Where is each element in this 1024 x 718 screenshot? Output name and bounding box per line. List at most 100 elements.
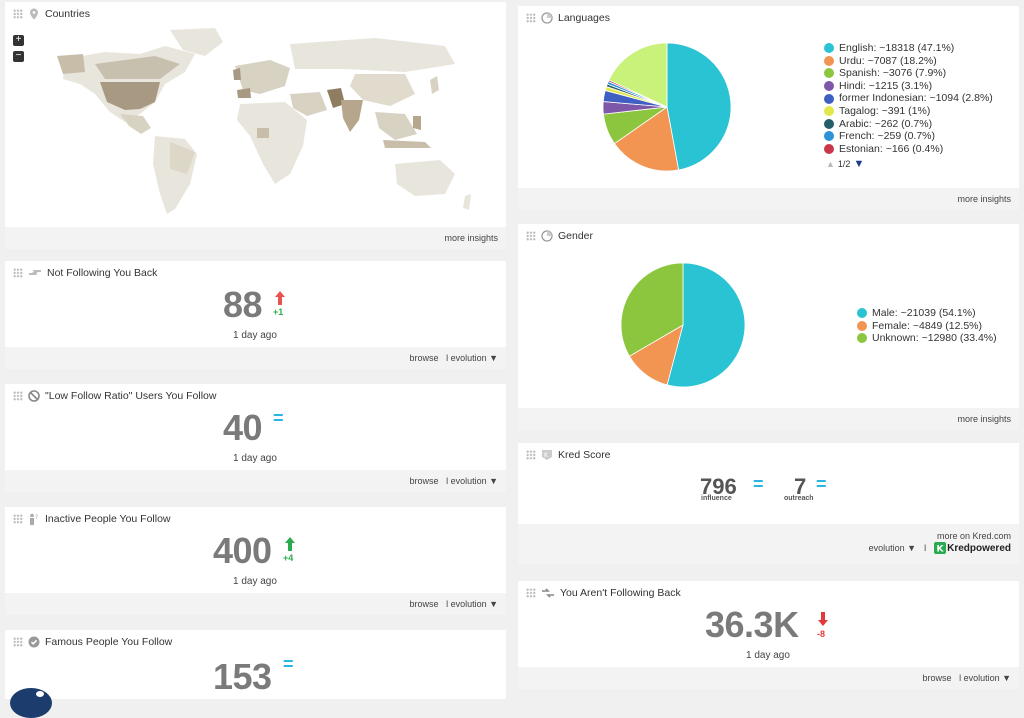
famous-header: Famous People You Follow (13, 636, 172, 648)
low-ratio-no-change: = (273, 408, 284, 428)
languages-slice[interactable] (613, 106, 680, 172)
more-insights-link[interactable]: more insights (957, 414, 1011, 424)
legend-label: French: ~259 (0.7%) (839, 130, 936, 143)
languages-pie-chart[interactable] (602, 42, 732, 172)
low-ratio-title: "Low Follow Ratio" Users You Follow (45, 390, 217, 402)
drag-handle-icon[interactable] (13, 391, 23, 401)
kred-powered-logo[interactable]: K Kredpowered (934, 542, 1011, 554)
low-ratio-updated: 1 day ago (233, 453, 277, 464)
gender-legend-item[interactable]: Female: ~4849 (12.5%) (857, 320, 997, 333)
drag-handle-icon[interactable] (13, 637, 23, 647)
gender-slice[interactable] (666, 262, 746, 388)
inactive-footer: browse l evolution ▼ (5, 593, 506, 615)
languages-legend-item[interactable]: Arabic: ~262 (0.7%) (824, 118, 993, 131)
gender-pie-chart[interactable] (620, 262, 746, 388)
gender-widget: Gender Male: ~21039 (54.1%) Female: ~4849… (518, 224, 1019, 430)
map-region-middle-east (290, 92, 327, 116)
drag-handle-icon[interactable] (526, 450, 536, 460)
kred-powered-text: Kredpowered (947, 542, 1011, 554)
kred-outreach-no-change: = (816, 474, 827, 494)
languages-slice[interactable] (666, 42, 732, 171)
gender-legend-item[interactable]: Male: ~21039 (54.1%) (857, 307, 997, 320)
legend-label: Unknown: ~12980 (33.4%) (872, 332, 997, 345)
gender-legend-item[interactable]: Unknown: ~12980 (33.4%) (857, 332, 997, 345)
map-region-southeast-asia (375, 112, 417, 140)
browse-link[interactable]: browse (409, 599, 439, 609)
not-following-back-updated: 1 day ago (746, 650, 790, 661)
languages-legend-item[interactable]: Spanish: ~3076 (7.9%) (824, 67, 993, 80)
legend-swatch (824, 106, 834, 117)
map-region-india (341, 100, 363, 132)
languages-legend-item[interactable]: Urdu: ~7087 (18.2%) (824, 55, 993, 68)
zoom-in-button[interactable]: + (13, 35, 24, 46)
drag-handle-icon[interactable] (526, 231, 536, 241)
countries-title: Countries (45, 8, 90, 20)
not-following-header: Not Following You Back (13, 267, 157, 279)
drag-handle-icon[interactable] (13, 514, 23, 524)
evolution-dropdown[interactable]: evolution ▼ (868, 543, 917, 553)
countries-widget: Countries + − more insights (5, 2, 506, 249)
countries-header: Countries (13, 8, 90, 20)
drag-handle-icon[interactable] (526, 13, 536, 23)
famous-title: Famous People You Follow (45, 636, 173, 648)
map-region-usa (100, 82, 160, 110)
legend-swatch (824, 68, 834, 79)
more-insights-link[interactable]: more insights (444, 233, 498, 243)
evolution-dropdown[interactable]: l evolution ▼ (959, 673, 1011, 683)
drag-handle-icon[interactable] (13, 9, 23, 19)
gender-slice[interactable] (620, 262, 684, 357)
svg-text:?: ? (35, 514, 38, 521)
map-region-greenland (170, 28, 223, 56)
languages-legend-item[interactable]: Hindi: ~1215 (3.1%) (824, 80, 993, 93)
pager-prev-icon[interactable]: ▲ (826, 159, 835, 169)
not-following-updated: 1 day ago (233, 330, 277, 341)
pager-next-icon[interactable]: ▼ (853, 158, 865, 170)
pie-chart-icon (541, 230, 553, 242)
browse-link[interactable]: browse (409, 353, 439, 363)
legend-swatch (857, 308, 867, 319)
map-region-indonesia (383, 140, 431, 148)
languages-legend-item[interactable]: Tagalog: ~391 (1%) (824, 105, 993, 118)
kred-badge-icon: K (934, 542, 947, 554)
kred-footer: more on Kred.com evolution ▼ l K Kredpow… (518, 524, 1019, 564)
arrows-swap-icon (29, 270, 41, 275)
not-following-footer: browse l evolution ▼ (5, 347, 506, 369)
countries-footer: more insights (5, 227, 506, 249)
browse-link[interactable]: browse (922, 673, 952, 683)
legend-swatch (857, 320, 867, 331)
more-insights-link[interactable]: more insights (957, 194, 1011, 204)
languages-legend-item[interactable]: English: ~18318 (47.1%) (824, 42, 993, 55)
legend-label: Urdu: ~7087 (18.2%) (839, 54, 937, 67)
world-map[interactable] (45, 24, 475, 224)
inactive-header: ? Inactive People You Follow (13, 513, 171, 525)
not-following-back-delta: -8 (817, 629, 826, 639)
languages-legend-item[interactable]: former Indonesian: ~1094 (2.8%) (824, 92, 993, 105)
low-ratio-header: "Low Follow Ratio" Users You Follow (13, 390, 216, 402)
zoom-out-button[interactable]: − (13, 51, 24, 62)
languages-header: Languages (526, 12, 610, 24)
map-region-nigeria (257, 128, 269, 138)
not-following-count: 88 (223, 284, 263, 325)
languages-slice[interactable] (608, 42, 668, 108)
chat-bubble-button[interactable] (10, 688, 52, 718)
gender-footer: more insights (518, 408, 1019, 430)
kred-influence-label: influence (701, 495, 732, 502)
kred-outreach-value: 7 (794, 474, 807, 499)
languages-legend-item[interactable]: Estonian: ~166 (0.4%) (824, 143, 993, 154)
not-following-back-title: You Aren't Following Back (560, 587, 681, 599)
drag-handle-icon[interactable] (526, 588, 536, 598)
kred-more-link[interactable]: more on Kred.com (936, 531, 1011, 541)
evolution-dropdown[interactable]: l evolution ▼ (446, 599, 498, 609)
browse-link[interactable]: browse (409, 476, 439, 486)
drag-handle-icon[interactable] (13, 268, 23, 278)
gender-legend: Male: ~21039 (54.1%) Female: ~4849 (12.5%… (857, 307, 997, 345)
evolution-dropdown[interactable]: l evolution ▼ (446, 476, 498, 486)
inactive-widget: ? Inactive People You Follow 400 +4 1 da… (5, 507, 506, 615)
prohibited-icon (28, 390, 40, 402)
languages-legend-item[interactable]: French: ~259 (0.7%) (824, 130, 993, 143)
map-region-brazil (170, 142, 195, 174)
gender-title: Gender (558, 230, 594, 242)
famous-widget: Famous People You Follow 153 = (5, 630, 506, 699)
evolution-dropdown[interactable]: l evolution ▼ (446, 353, 498, 363)
map-region-canada (95, 56, 180, 79)
